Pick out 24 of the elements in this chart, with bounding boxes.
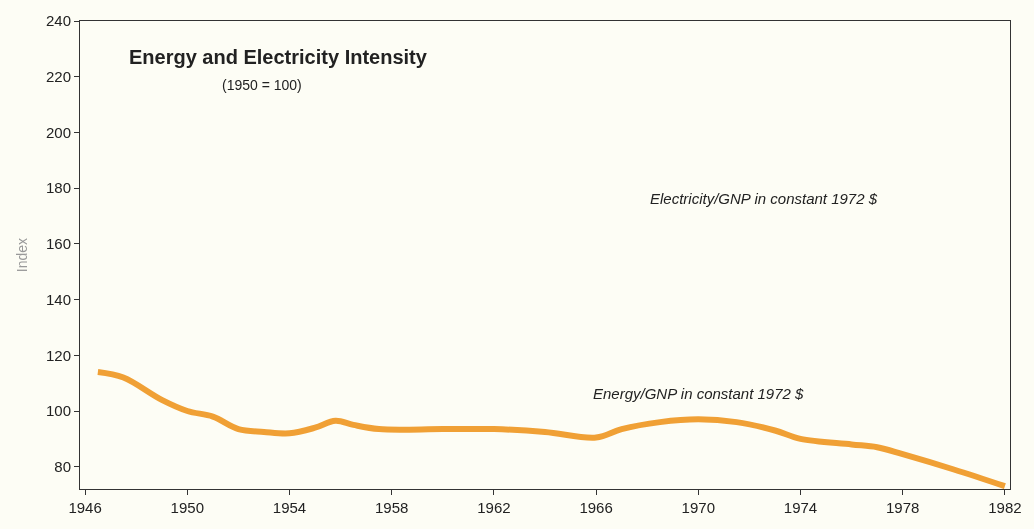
- text: Energy and Electricity Intensity: [129, 46, 428, 68]
- x-tick-label: 1962: [477, 499, 511, 516]
- y-tick-label: 240: [45, 12, 71, 30]
- y-tick-label: 160: [45, 235, 71, 253]
- x-tick-label: 1954: [272, 499, 307, 516]
- y-tick-label: 100: [45, 402, 71, 420]
- x-tick-label: 1946: [68, 499, 102, 516]
- y-tick-label: 180: [45, 179, 71, 197]
- x-tick-label: 1966: [579, 499, 613, 516]
- x-tick-label: 1978: [886, 499, 920, 516]
- series-label: Energy/GNP in constant 1972 $: [593, 385, 805, 402]
- x-tick-label: 1974: [783, 499, 818, 516]
- y-axis-title: Index: [13, 237, 30, 273]
- y-tick-label: 140: [45, 290, 71, 308]
- x-tick-label: 1970: [681, 499, 715, 516]
- annotation: Electricity/GNP in constant 1972 $: [650, 190, 878, 207]
- x-tick-label: 1958: [375, 499, 409, 516]
- y-tick-label: 220: [45, 67, 71, 85]
- text: (1950 = 100): [222, 77, 302, 93]
- y-tick-label: 120: [45, 346, 71, 364]
- x-tick-label: 1982: [988, 499, 1022, 516]
- y-tick-label: 80: [54, 457, 71, 475]
- y-tick-label: 200: [45, 123, 71, 141]
- x-tick-label: 1950: [170, 499, 204, 516]
